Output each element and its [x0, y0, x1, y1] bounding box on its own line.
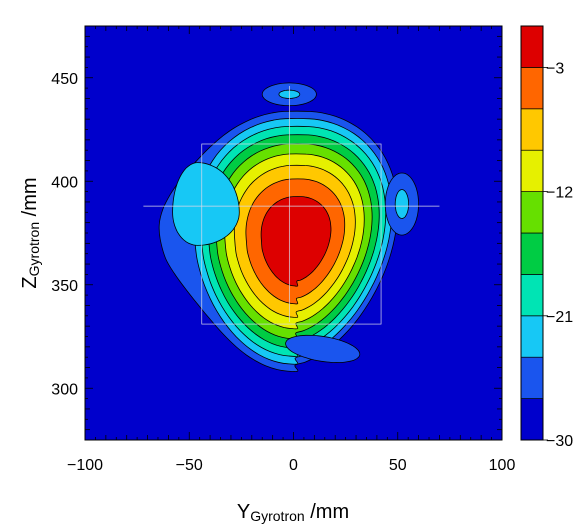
y-tick-label: 450	[51, 71, 78, 88]
x-axis-title: YGyrotron /mm	[237, 501, 349, 524]
plot-area	[85, 26, 502, 440]
contour-band	[260, 196, 332, 287]
y-axis: 300 350 400 450	[51, 25, 502, 441]
colorbar: −30 −21 −12 −3	[520, 25, 573, 450]
colorbar-frame	[520, 25, 544, 441]
y-tick-label: 400	[51, 174, 78, 191]
x-tick-label: 0	[289, 457, 298, 474]
colorbar-swatch	[520, 191, 544, 234]
colorbar-swatch	[520, 108, 544, 151]
contour-band	[394, 189, 409, 219]
colorbar-tick-label: −3	[546, 60, 564, 77]
x-axis: −100 −50 0 50 100	[67, 26, 515, 474]
reference-crosshair	[143, 86, 440, 325]
colorbar-swatch	[520, 356, 544, 399]
colorbar-swatch	[520, 398, 544, 441]
x-tick-label: −100	[67, 457, 103, 474]
colorbar-tick-label: −30	[546, 433, 573, 450]
contour-band	[172, 162, 240, 246]
colorbar-swatch	[520, 67, 544, 110]
x-tick-label: 100	[489, 457, 516, 474]
y-axis-title: ZGyrotron /mm	[19, 177, 42, 288]
colorbar-tick-label: −21	[546, 309, 573, 326]
colorbar-swatch	[520, 25, 544, 68]
contour-band	[285, 334, 361, 363]
contour-layer	[158, 82, 420, 373]
colorbar-swatch	[520, 232, 544, 275]
reference-box	[201, 143, 382, 325]
x-tick-label: −50	[176, 457, 203, 474]
x-tick-label: 50	[389, 457, 407, 474]
colorbar-swatch	[520, 274, 544, 317]
colorbar-tick-label: −12	[546, 185, 573, 202]
colorbar-swatch	[520, 149, 544, 192]
y-tick-label: 350	[51, 278, 78, 295]
y-tick-label: 300	[51, 381, 78, 398]
colorbar-swatch	[520, 315, 544, 358]
